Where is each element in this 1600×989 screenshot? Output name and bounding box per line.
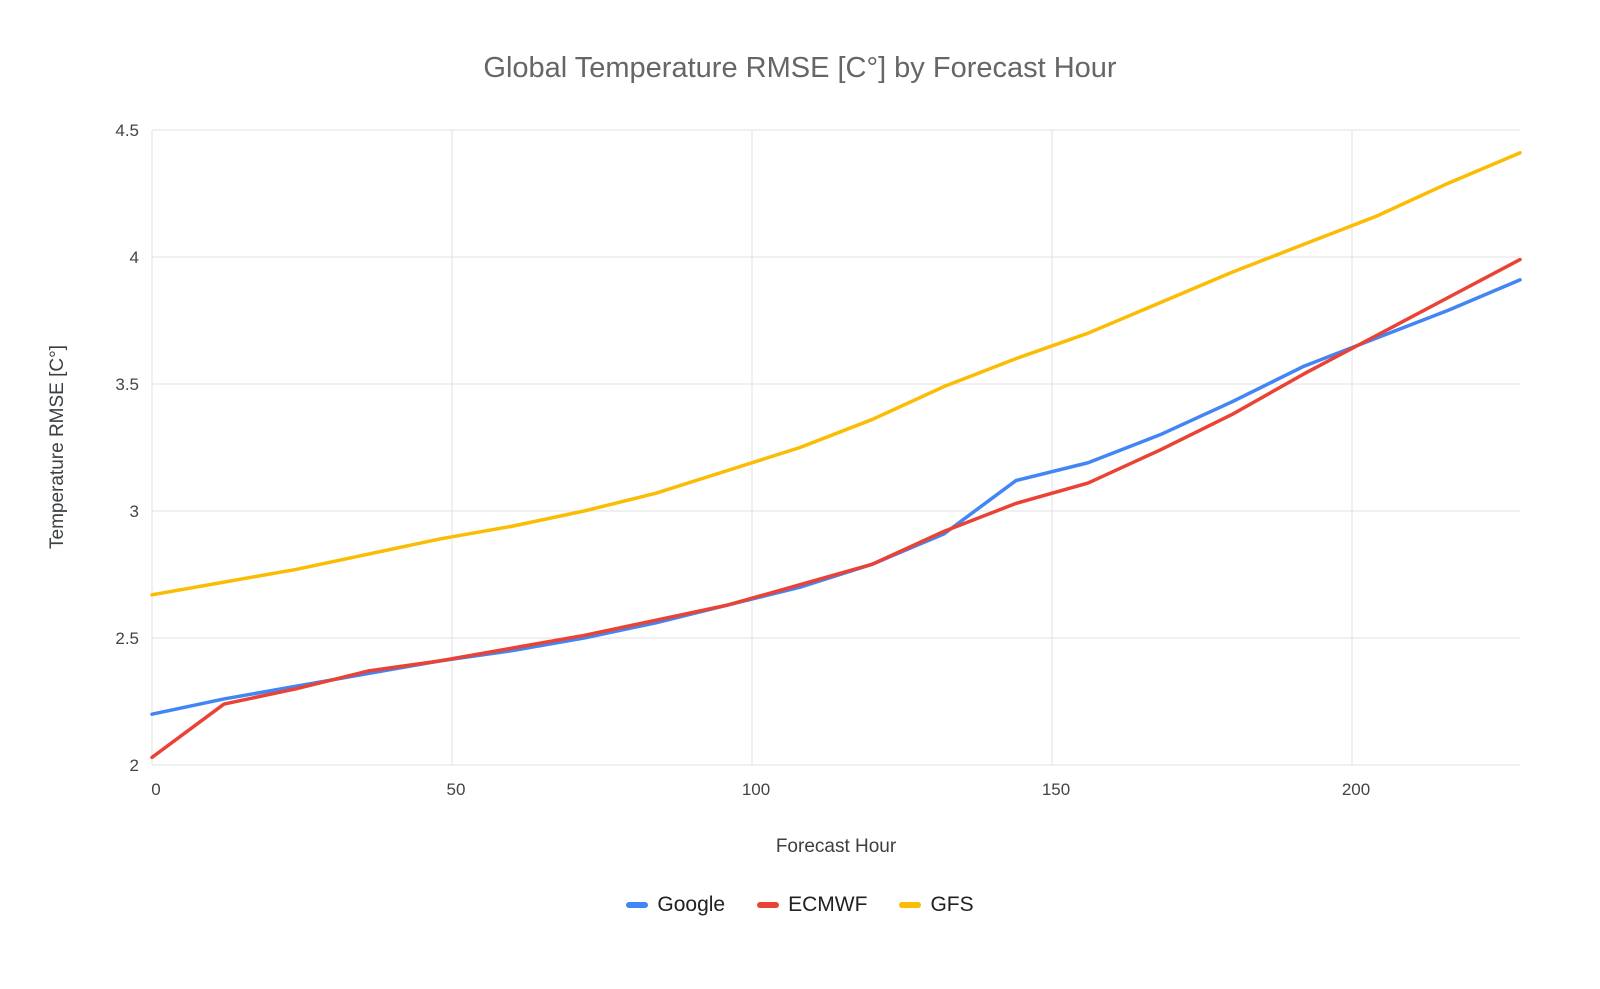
legend-label: Google (657, 893, 726, 916)
legend-swatch-gfs (899, 902, 922, 908)
series-line-gfs (150, 151, 1522, 597)
legend-label: GFS (930, 893, 974, 916)
y-tick-label: 4 (130, 248, 139, 267)
y-tick-label: 3 (130, 502, 139, 521)
legend-item-google: Google (626, 893, 725, 917)
x-tick-label: 50 (447, 780, 466, 799)
legend: Google ECMWF GFS (0, 893, 1600, 917)
y-tick-label: 2.5 (115, 629, 139, 648)
y-tick-label: 4.5 (115, 121, 139, 140)
y-tick-label: 3.5 (115, 375, 139, 394)
legend-swatch-ecmwf (757, 902, 780, 908)
x-tick-label: 0 (151, 780, 160, 799)
legend-item-ecmwf: ECMWF (757, 893, 867, 917)
x-tick-label: 100 (742, 780, 770, 799)
legend-label: ECMWF (788, 893, 868, 916)
legend-item-gfs: GFS (899, 893, 974, 917)
legend-swatch-google (626, 902, 649, 908)
x-axis-title: Forecast Hour (775, 836, 897, 857)
chart-title: Global Temperature RMSE [C°] by Forecast… (483, 52, 1117, 84)
x-tick-label: 200 (1342, 780, 1370, 799)
series-line-ecmwf (150, 257, 1522, 760)
series-line-google (150, 278, 1522, 716)
x-tick-label: 150 (1042, 780, 1070, 799)
y-tick-label: 2 (130, 756, 139, 775)
